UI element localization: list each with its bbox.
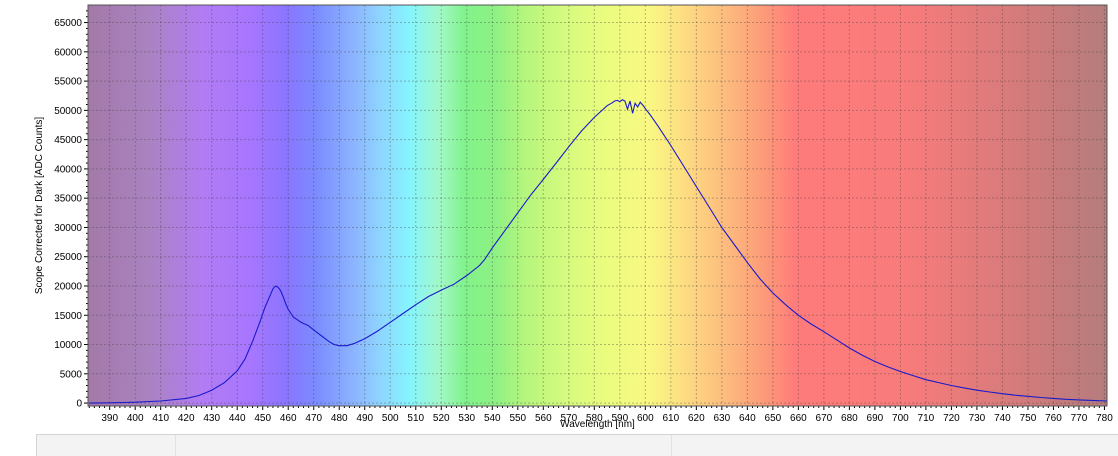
x-tick-label: 650 (765, 413, 782, 424)
status-segment (176, 435, 672, 456)
x-tick-label: 720 (943, 413, 960, 424)
y-tick-label: 40000 (54, 164, 82, 175)
x-tick-label: 740 (994, 413, 1011, 424)
x-tick-label: 570 (560, 413, 577, 424)
x-tick-label: 450 (254, 413, 271, 424)
tick-labels: 390 400 410 420 430 440 450 460 470 480 490 500 510 5… (54, 18, 1113, 424)
x-tick-label: 690 (867, 413, 884, 424)
axes (84, 4, 1108, 410)
x-tick-label: 460 (280, 413, 297, 424)
x-tick-label: 640 (739, 413, 756, 424)
status-segment (37, 435, 176, 456)
y-tick-label: 0 (76, 399, 82, 410)
y-tick-label: 35000 (54, 194, 82, 205)
x-tick-label: 510 (407, 413, 424, 424)
x-tick-label: 780 (1096, 413, 1113, 424)
x-tick-label: 710 (918, 413, 935, 424)
x-tick-label: 550 (509, 413, 526, 424)
status-bar (0, 432, 1118, 456)
x-tick-label: 590 (611, 413, 628, 424)
x-tick-label: 600 (637, 413, 654, 424)
x-tick-label: 490 (356, 413, 373, 424)
x-tick-label: 500 (382, 413, 399, 424)
plot-background (88, 5, 1107, 406)
spectrum-line (89, 99, 1108, 404)
y-tick-label: 65000 (54, 18, 82, 29)
x-tick-label: 470 (305, 413, 322, 424)
y-tick-label: 30000 (54, 223, 82, 234)
x-tick-label: 620 (688, 413, 705, 424)
x-tick-label: 730 (969, 413, 986, 424)
x-tick-label: 630 (714, 413, 731, 424)
x-tick-label: 540 (484, 413, 501, 424)
status-panel (36, 434, 1118, 456)
chart-canvas: 390 400 410 420 430 440 450 460 470 480 490 500 510 5… (34, 4, 1113, 430)
y-tick-label: 25000 (54, 252, 82, 263)
x-axis-title: Wavelength [nm] (560, 419, 635, 430)
x-tick-label: 430 (203, 413, 220, 424)
y-tick-label: 50000 (54, 106, 82, 117)
x-tick-label: 560 (535, 413, 552, 424)
x-tick-label: 440 (229, 413, 246, 424)
x-tick-label: 580 (586, 413, 603, 424)
x-tick-label: 400 (127, 413, 144, 424)
x-tick-label: 480 (331, 413, 348, 424)
spectrum-chart: 390 400 410 420 430 440 450 460 470 480 490 500 510 5… (34, 4, 1114, 430)
y-tick-label: 45000 (54, 135, 82, 146)
y-tick-label: 60000 (54, 47, 82, 58)
x-tick-label: 410 (152, 413, 169, 424)
y-tick-label: 20000 (54, 281, 82, 292)
y-tick-label: 15000 (54, 311, 82, 322)
plot-border (87, 4, 1108, 407)
x-tick-label: 610 (662, 413, 679, 424)
x-tick-label: 530 (458, 413, 475, 424)
x-tick-label: 680 (841, 413, 858, 424)
y-axis-title: Scope Corrected for Dark [ADC Counts] (34, 117, 45, 295)
y-tick-label: 5000 (60, 369, 83, 380)
x-tick-label: 770 (1071, 413, 1088, 424)
x-tick-label: 700 (892, 413, 909, 424)
x-tick-label: 670 (816, 413, 833, 424)
x-tick-label: 390 (101, 413, 118, 424)
x-tick-label: 520 (433, 413, 450, 424)
x-tick-label: 750 (1020, 413, 1037, 424)
y-tick-label: 10000 (54, 340, 82, 351)
x-tick-label: 420 (178, 413, 195, 424)
grid (88, 5, 1107, 406)
y-tick-label: 55000 (54, 77, 82, 88)
x-tick-label: 660 (790, 413, 807, 424)
x-tick-label: 760 (1045, 413, 1062, 424)
